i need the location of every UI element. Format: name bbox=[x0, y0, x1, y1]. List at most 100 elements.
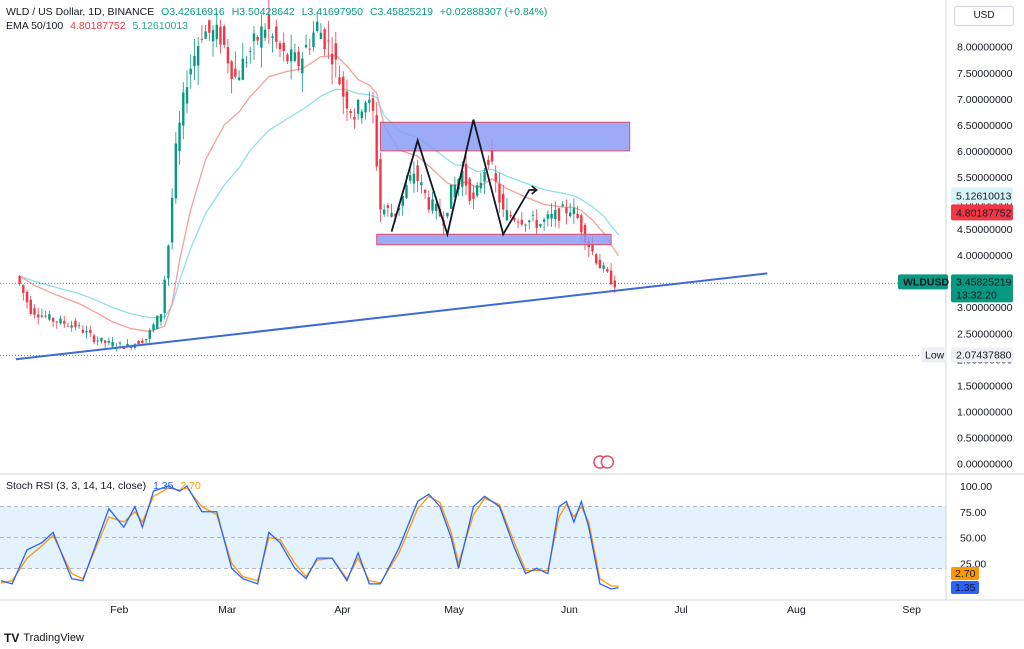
price-tick-label: 7.00000000 bbox=[957, 94, 1013, 106]
candle-body bbox=[215, 24, 218, 40]
candle-body bbox=[152, 324, 155, 331]
tradingview-logo[interactable]: TV TradingView bbox=[4, 631, 84, 645]
candle-body bbox=[446, 212, 449, 217]
candle-body bbox=[371, 98, 375, 111]
time-tick-label: Sep bbox=[902, 604, 921, 616]
candle-body bbox=[96, 340, 99, 342]
candle-body bbox=[204, 31, 207, 39]
candle-body bbox=[349, 111, 352, 114]
candle-body bbox=[148, 330, 151, 339]
candle-body bbox=[613, 280, 616, 288]
price-tick-label: 6.50000000 bbox=[957, 120, 1013, 132]
candle-body bbox=[342, 76, 345, 97]
candle-body bbox=[167, 245, 170, 279]
candle-body bbox=[509, 214, 512, 217]
candle-body bbox=[100, 337, 103, 342]
candle-body bbox=[308, 48, 311, 50]
candle-body bbox=[316, 21, 319, 31]
candle-body bbox=[51, 318, 55, 322]
candle-body bbox=[118, 342, 122, 344]
time-tick-label: Mar bbox=[218, 604, 237, 616]
candle-body bbox=[416, 165, 419, 182]
candle-body bbox=[565, 207, 568, 214]
candle-body bbox=[535, 219, 538, 228]
tradingview-logo-icon: TV bbox=[4, 631, 20, 645]
ema-label: EMA 50/100 bbox=[6, 20, 64, 32]
ema50-price-tag-bg bbox=[951, 204, 1013, 221]
candle-body bbox=[286, 54, 289, 62]
candle-body bbox=[490, 150, 494, 162]
candle-body bbox=[74, 320, 77, 327]
candle-body bbox=[137, 341, 140, 345]
candle-body bbox=[598, 259, 602, 269]
rsi-k-tag: 1.35 bbox=[955, 582, 976, 594]
candle-body bbox=[170, 197, 174, 243]
price-tick-label: 2.50000000 bbox=[957, 328, 1013, 340]
candle-body bbox=[475, 185, 479, 196]
candle-body bbox=[193, 55, 196, 67]
candle-body bbox=[263, 29, 267, 38]
ema50-value: 4.80187752 bbox=[70, 20, 126, 32]
rsi-k-value: 1.35 bbox=[153, 480, 174, 492]
currency-button[interactable]: USD bbox=[954, 6, 1014, 26]
candle-body bbox=[40, 315, 44, 317]
symbol-price-tag-bg bbox=[898, 274, 948, 290]
candle-body bbox=[353, 116, 356, 120]
candle-body bbox=[364, 102, 367, 113]
ema-legend: EMA 50/100 4.80187752 5.12610013 bbox=[6, 20, 192, 32]
candle-body bbox=[568, 212, 572, 217]
rsi-d-tag: 2.70 bbox=[955, 568, 976, 580]
candle-body bbox=[182, 92, 185, 126]
low-tag-bg bbox=[921, 347, 947, 363]
candle-body bbox=[375, 115, 378, 167]
candle-body bbox=[513, 217, 516, 221]
candle-body bbox=[554, 209, 557, 220]
candle-body bbox=[48, 314, 51, 320]
candle-body bbox=[382, 209, 386, 215]
price-tick-label: 5.50000000 bbox=[957, 172, 1013, 184]
candle-body bbox=[487, 159, 490, 165]
candle-body bbox=[237, 77, 241, 81]
brand-name: TradingView bbox=[23, 632, 84, 644]
candle-body bbox=[37, 314, 40, 318]
candle-body bbox=[546, 214, 550, 219]
candle-body bbox=[472, 192, 475, 199]
candle-body bbox=[561, 204, 564, 207]
low-value-tag: 2.07437880 bbox=[956, 349, 1012, 361]
candle-body bbox=[196, 46, 200, 66]
resistance-zone bbox=[379, 121, 631, 152]
time-tick-label: Feb bbox=[110, 604, 128, 616]
candle-body bbox=[126, 343, 129, 346]
candles bbox=[18, 0, 616, 352]
candle-body bbox=[107, 340, 111, 343]
candle-body bbox=[591, 243, 594, 252]
candle-body bbox=[33, 308, 36, 315]
price-tick-label: 4.50000000 bbox=[957, 224, 1013, 236]
candle-body bbox=[252, 33, 256, 42]
candle-body bbox=[580, 215, 583, 233]
ema50-line bbox=[19, 54, 620, 333]
low-value-tag-bg bbox=[951, 347, 1013, 363]
high-value: H3.50428642 bbox=[231, 6, 295, 18]
change-value: +0.02888307 (+0.84%) bbox=[439, 6, 548, 18]
candle-body bbox=[275, 26, 278, 42]
candle-body bbox=[81, 329, 85, 333]
price-tick-label: 7.50000000 bbox=[957, 68, 1013, 80]
time-tick-label: May bbox=[444, 604, 465, 616]
candle-body bbox=[338, 77, 341, 85]
candle-body bbox=[461, 170, 464, 187]
candle-body bbox=[423, 189, 427, 194]
candle-body bbox=[572, 208, 576, 215]
candle-body bbox=[435, 203, 438, 211]
candle-body bbox=[230, 61, 233, 80]
candle-body bbox=[301, 58, 304, 74]
bar-countdown: 13:32:20 bbox=[956, 289, 997, 301]
candle-body bbox=[327, 40, 330, 42]
price-tick-label: 0.50000000 bbox=[957, 432, 1013, 444]
price-tick-label: 4.00000000 bbox=[957, 250, 1013, 262]
candle-body bbox=[453, 184, 457, 198]
price-tick-label: 1.50000000 bbox=[957, 380, 1013, 392]
candle-body bbox=[63, 321, 66, 324]
candle-body bbox=[386, 205, 390, 208]
